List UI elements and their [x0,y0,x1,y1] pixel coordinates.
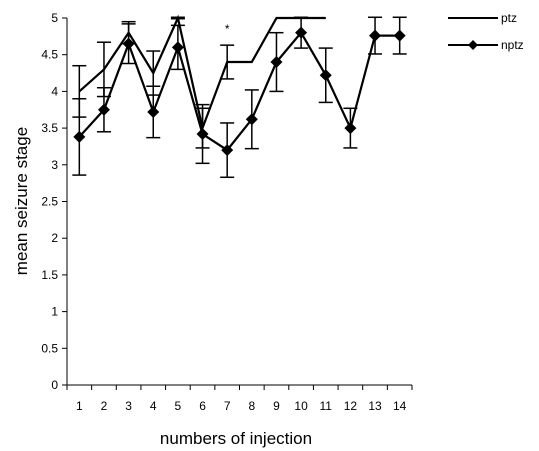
legend-swatch-marker [468,40,478,50]
data-point-nptz [171,41,184,54]
data-point-nptz [270,56,283,69]
y-tick-label: 2 [51,231,58,245]
y-tick-label: 5 [51,11,58,25]
annotation-asterisk: * [225,22,230,36]
x-tick-label: 6 [199,399,206,413]
data-point-nptz [122,37,135,50]
legend-label: ptz [501,11,517,25]
x-tick-label: 9 [273,399,280,413]
legend: ptz nptz [448,11,524,52]
data-point-nptz [221,144,234,157]
y-axis-title: mean seizure stage [12,127,31,275]
y-tick-label: 4.5 [41,48,58,62]
data-point-nptz [147,105,160,118]
data-point-nptz [245,113,258,126]
y-tick-label: 1.5 [41,268,58,282]
legend-label: nptz [501,38,524,52]
legend-item-ptz: ptz [448,11,517,25]
x-tick-label: 1 [76,399,83,413]
y-tick-label: 0 [51,378,58,392]
x-tick-label: 11 [320,399,333,413]
x-tick-label: 2 [101,399,108,413]
data-point-nptz [295,26,308,39]
x-tick-label: 7 [224,399,231,413]
data-point-nptz [73,130,86,143]
data-point-nptz [344,122,357,135]
y-tick-label: 3 [51,158,58,172]
series-line-nptz [78,30,400,152]
x-tick-label: 4 [150,399,157,413]
series-markers [73,26,406,157]
x-tick-label: 12 [344,399,358,413]
error-bars [72,16,407,179]
x-tick-label: 3 [125,399,132,413]
y-tick-label: 4 [51,84,58,98]
y-tick-label: 1 [51,305,58,319]
x-tick-label: 14 [393,399,407,413]
x-tick-label: 5 [175,399,182,413]
y-tick-label: 0.5 [41,341,58,355]
x-axis-title: numbers of injection [160,429,312,448]
data-point-nptz [97,103,110,116]
data-point-nptz [369,29,382,42]
x-tick-label: 13 [368,399,382,413]
axes: 00.511.522.533.544.551 2 3 4 5 6 7 8 9 10 11 12 13 14 [41,11,413,413]
data-point-nptz [393,29,406,42]
y-tick-label: 3.5 [41,121,58,135]
x-tick-label: 8 [248,399,255,413]
data-point-nptz [196,127,209,140]
annotations: * [225,22,230,36]
x-tick-label: 10 [294,399,308,413]
data-point-nptz [319,69,332,82]
legend-item-nptz: nptz [448,38,524,52]
y-tick-label: 2.5 [41,195,58,209]
